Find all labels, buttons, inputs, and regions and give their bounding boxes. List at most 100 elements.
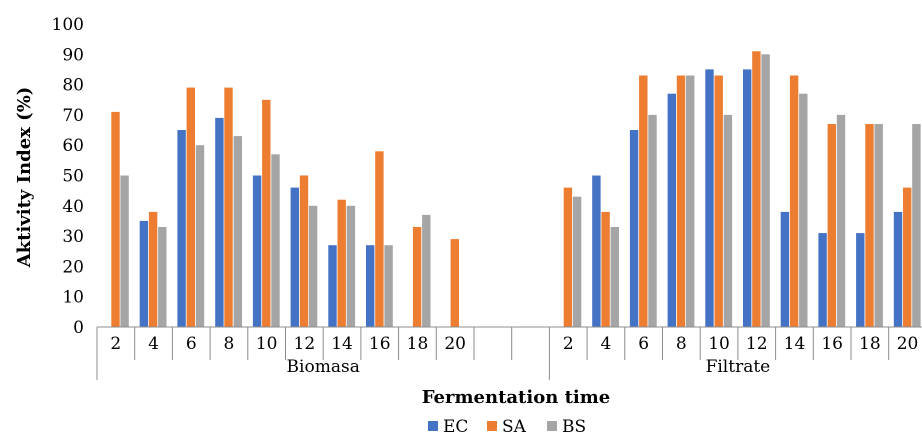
bar-ec: [629, 130, 639, 327]
x-tick-label: 14: [784, 334, 806, 354]
bar-sa: [148, 211, 158, 327]
x-tick-label: 8: [224, 334, 235, 354]
bar-ec: [667, 93, 676, 327]
x-group-label: Filtrate: [706, 357, 771, 377]
y-tick-label: 60: [62, 136, 84, 156]
bar-ec: [705, 69, 714, 328]
x-tick-label: 18: [407, 334, 429, 354]
bar-bs: [799, 93, 808, 327]
bar-ec: [818, 233, 827, 327]
bar-ec: [743, 69, 752, 328]
x-tick-label: 8: [676, 334, 687, 354]
bar-sa: [262, 99, 271, 328]
bar-ec: [856, 233, 865, 327]
legend-label-sa: SA: [502, 417, 527, 435]
legend-swatch-bs: [547, 421, 557, 431]
x-tick-label: 10: [256, 334, 278, 354]
bar-sa: [299, 175, 309, 327]
bar-ec: [328, 245, 337, 327]
bar-sa: [865, 124, 874, 327]
bar-bs: [195, 145, 205, 327]
y-axis-title: Aktivity Index (%): [14, 87, 35, 269]
x-tick-label: 4: [601, 334, 612, 354]
legend-swatch-ec: [428, 421, 438, 431]
bar-bs: [648, 114, 657, 328]
x-tick-label: 2: [110, 334, 121, 354]
bar-sa: [903, 187, 912, 327]
bars: [111, 51, 921, 328]
x-tick-label: 20: [897, 334, 919, 354]
x-tick-label: 12: [746, 334, 768, 354]
bar-sa: [186, 87, 195, 327]
bar-bs: [233, 136, 242, 327]
y-tick-label: 90: [62, 45, 84, 65]
bar-bs: [384, 245, 393, 327]
x-tick-label: 16: [369, 334, 391, 354]
y-tick-label: 10: [62, 288, 84, 308]
bar-sa: [375, 151, 384, 327]
x-tick-label: 14: [331, 334, 353, 354]
bar-bs: [422, 214, 431, 327]
bar-bs: [874, 124, 883, 327]
bar-bs: [723, 114, 733, 328]
bar-sa: [827, 124, 836, 327]
bar-ec: [780, 211, 790, 327]
x-tick-label: 10: [708, 334, 730, 354]
y-tick-label: 50: [62, 167, 84, 187]
y-tick-label: 100: [52, 15, 84, 35]
x-axis: 2 4 6 8 10 12 14 16 18 20 2 4 6 8 10 12 14 16 18 20 Biomasa F…: [96, 326, 922, 380]
y-tick-label: 20: [62, 257, 84, 277]
bar-ec: [893, 211, 903, 327]
bar-ec: [290, 187, 299, 327]
bar-sa: [337, 199, 346, 327]
bar-sa: [639, 75, 648, 327]
bar-bs: [158, 227, 167, 327]
bar-bs: [686, 75, 695, 327]
y-tick-label: 70: [62, 106, 84, 126]
x-group-label: Biomasa: [287, 357, 360, 377]
bar-bs: [610, 227, 619, 327]
legend-label-ec: EC: [443, 417, 468, 435]
bar-sa: [714, 75, 723, 327]
bar-bs: [308, 205, 318, 327]
x-tick-label: 18: [859, 334, 881, 354]
x-tick-label: 12: [294, 334, 316, 354]
x-tick-label: 20: [444, 334, 466, 354]
bar-sa: [412, 227, 422, 327]
bar-bs: [271, 154, 280, 327]
y-axis: 0 10 20 30 40 50 60 70 80 90 100: [52, 15, 84, 338]
legend-label-bs: BS: [562, 417, 586, 435]
bar-ec: [252, 175, 262, 327]
x-tick-label: 2: [563, 334, 574, 354]
bar-ec: [366, 245, 375, 327]
y-tick-label: 0: [73, 318, 84, 338]
bar-sa: [789, 75, 799, 327]
x-tick-label: 16: [821, 334, 843, 354]
x-tick-label: 6: [186, 334, 197, 354]
bar-ec: [592, 175, 601, 327]
y-tick-label: 30: [62, 227, 84, 247]
bar-ec: [215, 117, 224, 328]
bar-bs: [836, 114, 846, 328]
y-tick-label: 40: [62, 197, 84, 217]
bar-sa: [111, 111, 120, 328]
bar-bs: [912, 124, 921, 327]
x-axis-title: Fermentation time: [422, 387, 610, 408]
bar-sa: [224, 87, 233, 327]
bar-sa: [676, 75, 686, 327]
bar-ec: [139, 220, 149, 327]
bar-bs: [572, 196, 582, 327]
bar-sa: [601, 211, 610, 327]
bar-bs: [346, 205, 356, 327]
bar-sa: [563, 187, 573, 327]
bar-ec: [177, 130, 186, 327]
bar-sa: [450, 239, 459, 327]
bar-bs: [120, 175, 129, 327]
x-tick-label: 6: [638, 334, 649, 354]
bar-sa: [752, 51, 761, 328]
bar-bs: [761, 54, 770, 328]
legend-swatch-sa: [487, 421, 497, 431]
y-tick-label: 80: [62, 76, 84, 96]
x-tick-label: 4: [148, 334, 159, 354]
